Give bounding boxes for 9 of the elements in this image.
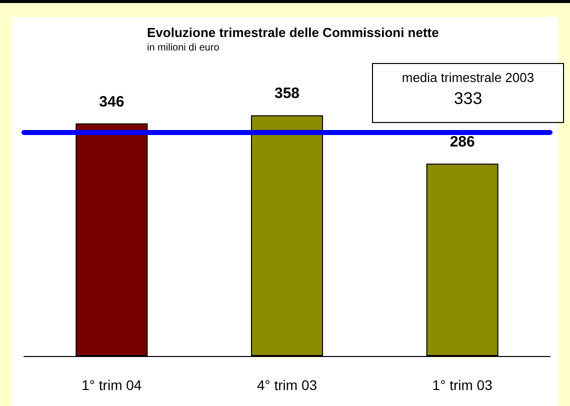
text-box: media trimestrale 2003 333 xyxy=(372,63,564,123)
data-label: 286 xyxy=(450,134,475,151)
chart-subtitle: in milioni di euro xyxy=(147,42,220,54)
chart-title: Evoluzione trimestrale delle Commissioni nette xyxy=(147,25,439,40)
x-tick-label: 4° trim 03 xyxy=(256,377,318,393)
x-tick-label: 1° trim 03 xyxy=(432,377,493,393)
x-tick-label: 1° trim 04 xyxy=(82,377,142,393)
data-label: 346 xyxy=(99,93,124,110)
data-label: 358 xyxy=(274,85,300,102)
